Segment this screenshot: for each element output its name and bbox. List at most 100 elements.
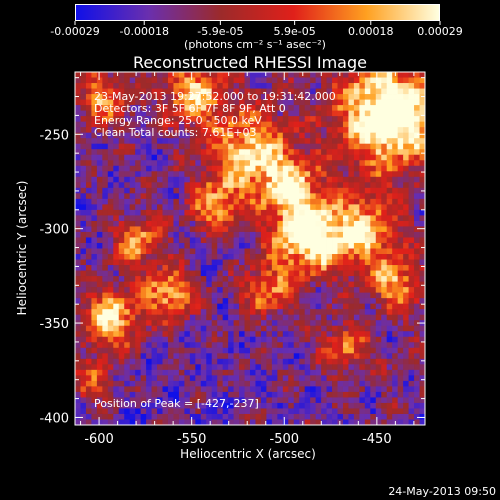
- heatmap-cell: [102, 116, 109, 123]
- heatmap-cell: [189, 347, 196, 354]
- heatmap-cell: [228, 83, 234, 89]
- heatmap-cell: [250, 171, 256, 178]
- heatmap-cell: [381, 342, 388, 349]
- heatmap-cell: [222, 364, 229, 371]
- heatmap-cell: [239, 72, 245, 78]
- heatmap-cell: [403, 331, 409, 338]
- heatmap-cell: [293, 182, 300, 189]
- heatmap-cell: [228, 419, 234, 426]
- heatmap-cell: [91, 303, 98, 310]
- heatmap-cell: [80, 342, 87, 349]
- heatmap-cell: [419, 149, 426, 156]
- heatmap-cell: [293, 165, 300, 172]
- heatmap-cell: [75, 270, 81, 277]
- heatmap-cell: [266, 77, 273, 84]
- heatmap-cell: [244, 391, 251, 398]
- heatmap-cell: [96, 116, 103, 123]
- heatmap-cell: [266, 320, 273, 327]
- heatmap-cell: [386, 358, 393, 365]
- heatmap-cell: [386, 397, 393, 404]
- heatmap-cell: [113, 320, 120, 327]
- heatmap-cell: [173, 369, 180, 376]
- heatmap-cell: [80, 176, 87, 183]
- heatmap-cell: [135, 99, 142, 106]
- heatmap-cell: [326, 248, 333, 255]
- heatmap-cell: [397, 160, 404, 167]
- heatmap-cell: [75, 314, 81, 321]
- heatmap-cell: [102, 105, 109, 112]
- heatmap-cell: [228, 171, 234, 178]
- heatmap-cell: [321, 309, 327, 316]
- heatmap-cell: [167, 342, 174, 349]
- heatmap-cell: [403, 408, 409, 415]
- heatmap-cell: [419, 132, 426, 139]
- heatmap-cell: [211, 303, 218, 310]
- heatmap-cell: [299, 331, 306, 338]
- heatmap-cell: [228, 99, 234, 106]
- heatmap-cell: [266, 419, 273, 426]
- heatmap-cell: [102, 419, 109, 426]
- heatmap-cell: [326, 143, 333, 150]
- heatmap-cell: [102, 309, 109, 316]
- heatmap-cell: [304, 94, 311, 100]
- heatmap-cell: [375, 165, 382, 172]
- heatmap-cell: [146, 259, 152, 266]
- heatmap-cell: [271, 276, 278, 282]
- heatmap-cell: [342, 220, 349, 227]
- heatmap-cell: [107, 198, 114, 205]
- heatmap-cell: [173, 325, 180, 332]
- heatmap-cell: [397, 408, 404, 415]
- heatmap-cell: [102, 292, 109, 299]
- heatmap-cell: [304, 408, 311, 415]
- heatmap-cell: [85, 320, 92, 327]
- heatmap-cell: [140, 226, 147, 233]
- heatmap-cell: [124, 358, 131, 365]
- heatmap-cell: [288, 154, 295, 161]
- heatmap-cell: [228, 358, 234, 365]
- heatmap-cell: [178, 358, 185, 365]
- heatmap-cell: [255, 298, 262, 305]
- heatmap-cell: [375, 309, 382, 316]
- colorbar-tick-label: 0.00018: [348, 25, 394, 38]
- heatmap-cell: [102, 397, 109, 404]
- heatmap-cell: [189, 292, 196, 299]
- heatmap-cell: [299, 99, 306, 106]
- heatmap-cell: [195, 314, 202, 321]
- heatmap-cell: [91, 353, 98, 360]
- heatmap-cell: [381, 116, 388, 123]
- heatmap-cell: [332, 397, 338, 404]
- heatmap-cell: [211, 309, 218, 316]
- heatmap-cell: [370, 254, 377, 260]
- heatmap-cell: [299, 375, 306, 382]
- heatmap-cell: [178, 397, 185, 404]
- heatmap-cell: [211, 254, 218, 260]
- heatmap-cell: [124, 413, 131, 420]
- heatmap-cell: [85, 198, 92, 205]
- heatmap-cell: [178, 254, 185, 260]
- heatmap-cell: [271, 242, 278, 249]
- heatmap-cell: [239, 193, 245, 200]
- heatmap-cell: [332, 220, 338, 227]
- heatmap-cell: [75, 171, 81, 178]
- heatmap-cell: [359, 265, 366, 271]
- heatmap-cell: [370, 265, 377, 271]
- heatmap-cell: [392, 397, 399, 404]
- heatmap-cell: [250, 259, 256, 266]
- heatmap-cell: [250, 281, 256, 288]
- heatmap-cell: [91, 358, 98, 365]
- heatmap-cell: [167, 187, 174, 194]
- heatmap-cell: [397, 132, 404, 139]
- heatmap-cell: [315, 193, 322, 200]
- heatmap-cell: [288, 320, 295, 327]
- heatmap-cell: [288, 121, 295, 128]
- heatmap-cell: [332, 105, 338, 112]
- heatmap-cell: [408, 276, 415, 282]
- heatmap-cell: [282, 397, 289, 404]
- heatmap-cell: [184, 94, 191, 100]
- heatmap-cell: [228, 292, 234, 299]
- heatmap-cell: [228, 116, 234, 123]
- heatmap-cell: [195, 309, 202, 316]
- heatmap-cell: [217, 138, 224, 145]
- heatmap-cell: [364, 231, 371, 238]
- heatmap-cell: [288, 259, 295, 266]
